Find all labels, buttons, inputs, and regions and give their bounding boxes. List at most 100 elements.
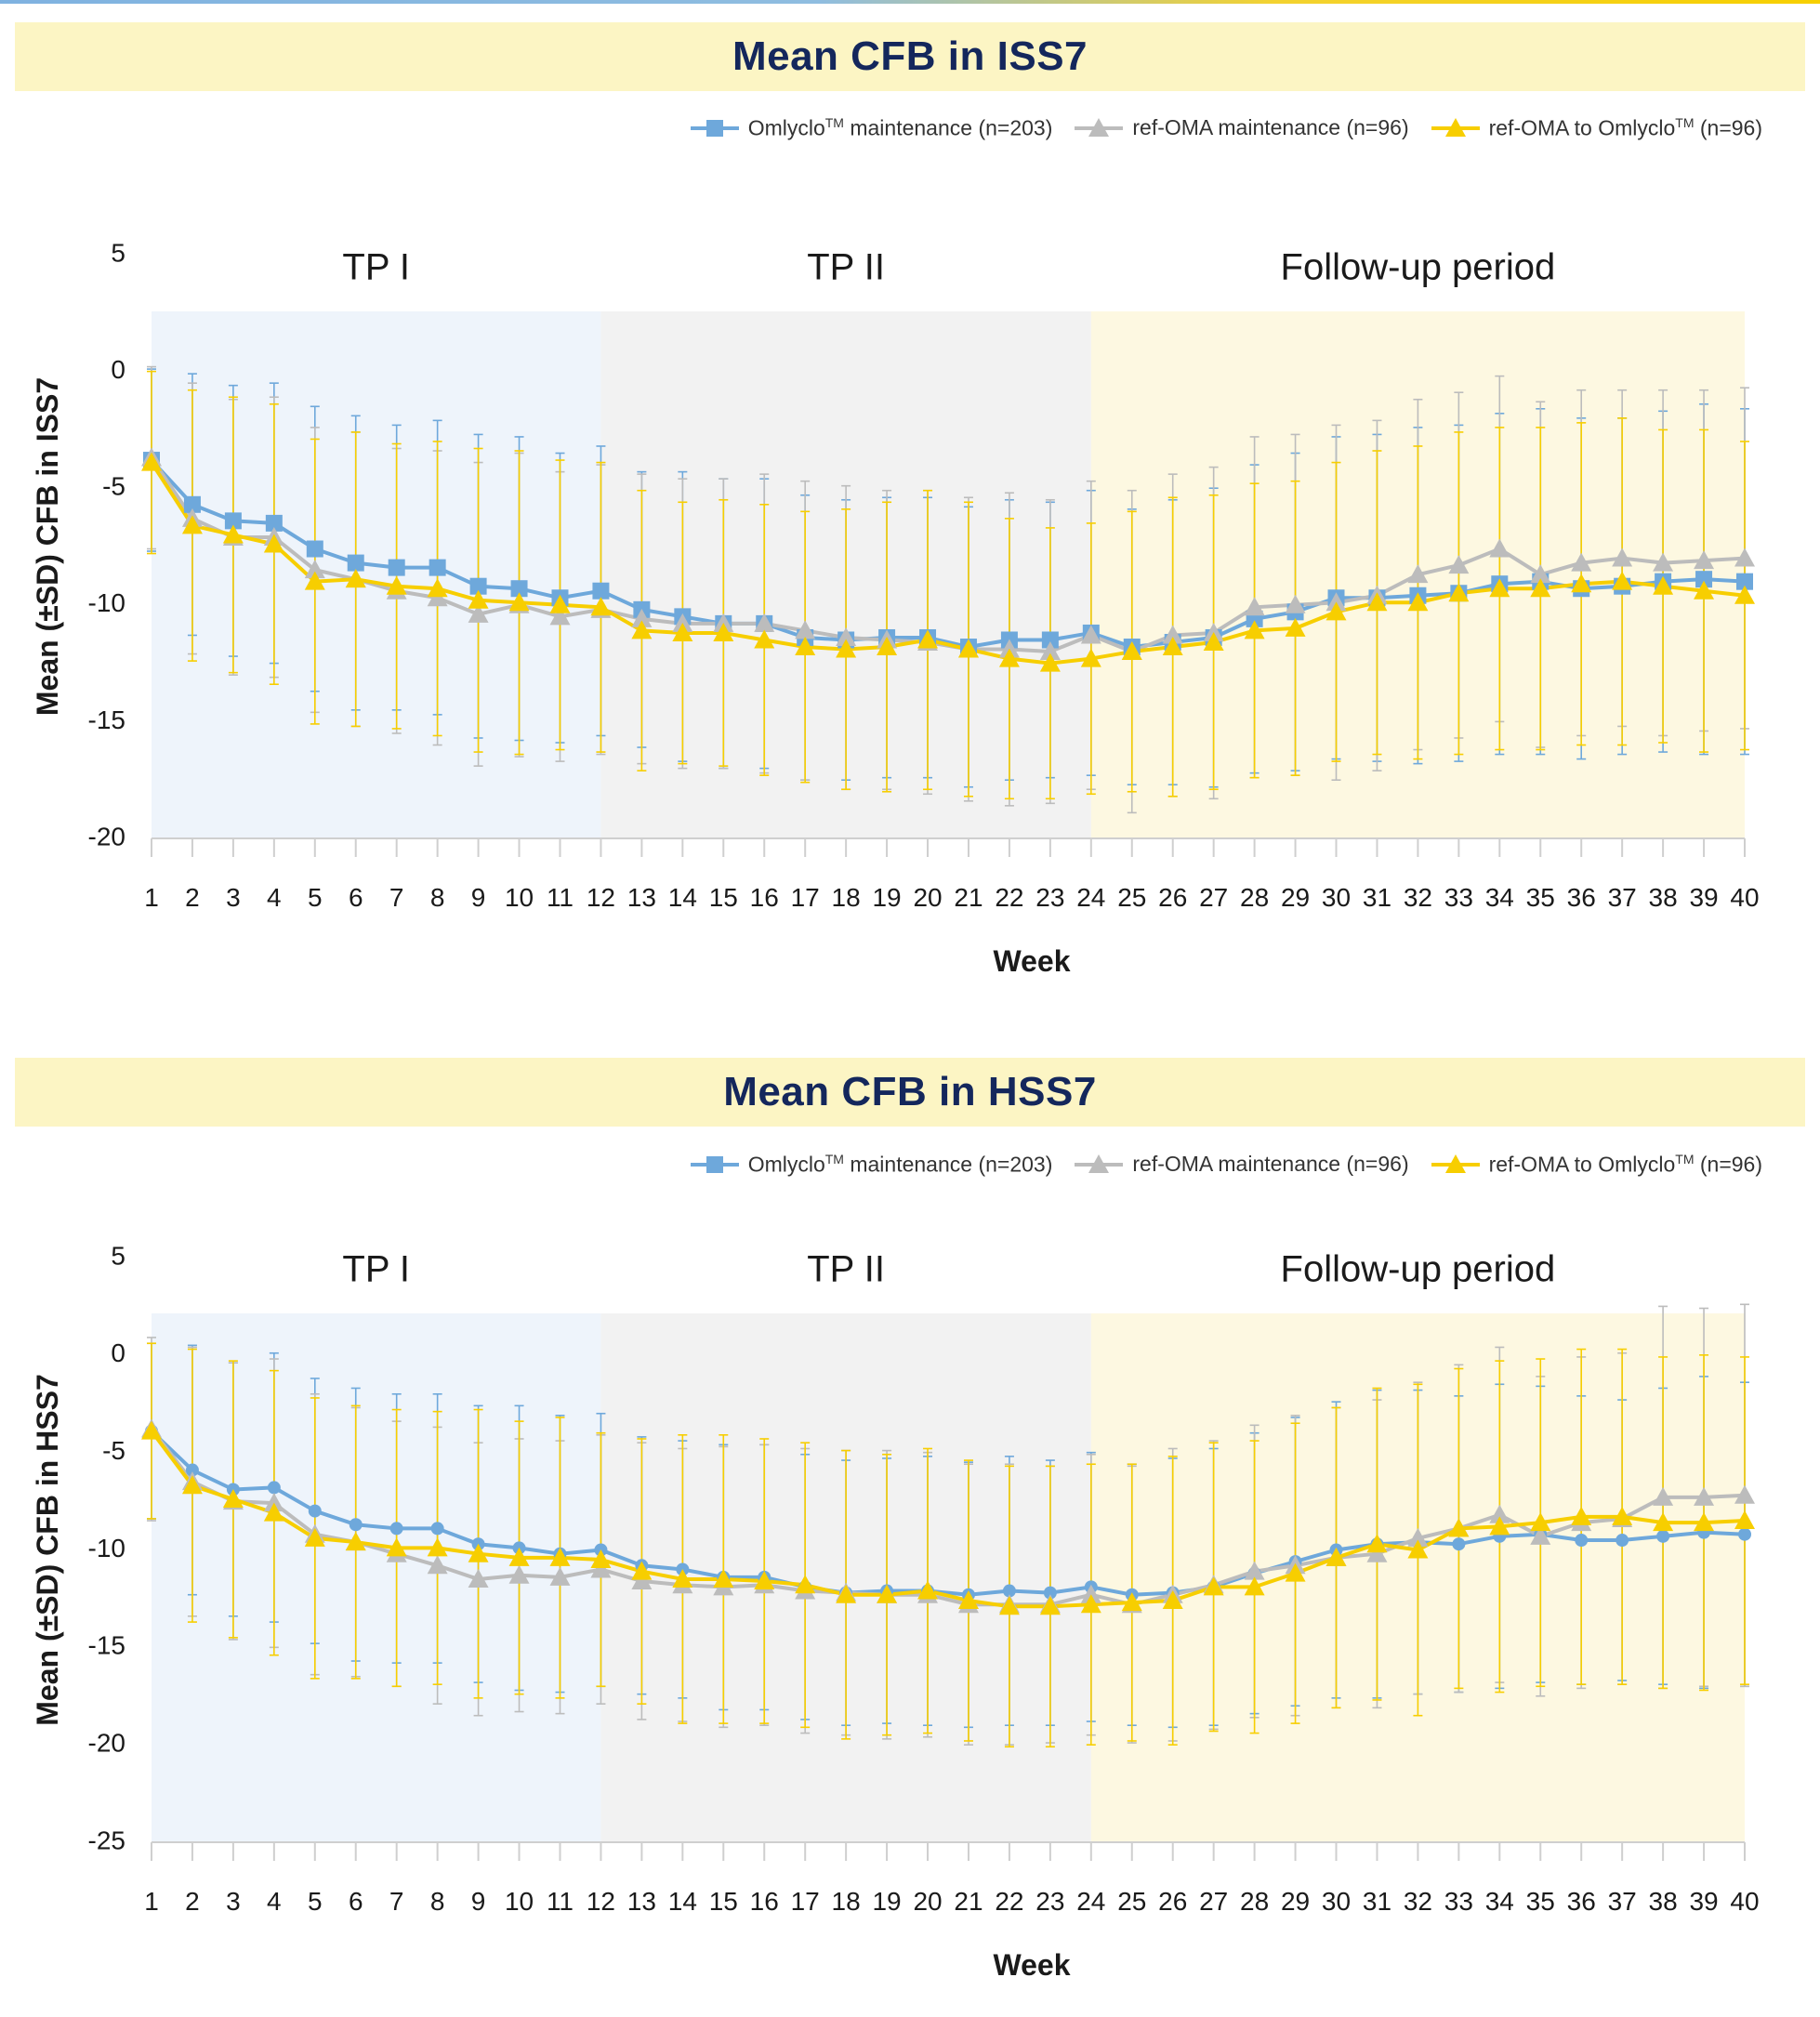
x-tick-label: 10 — [505, 883, 534, 912]
y-tick-label: 0 — [111, 1338, 125, 1367]
data-point-switch — [468, 589, 489, 609]
data-point-refoma — [1080, 1584, 1101, 1603]
x-tick-label: 22 — [995, 1887, 1023, 1916]
data-point-switch — [672, 1568, 693, 1588]
data-point-switch — [795, 637, 816, 656]
data-point-switch — [1121, 1592, 1142, 1612]
top-accent-line — [0, 0, 1820, 4]
data-point-omlyclo — [1695, 571, 1713, 588]
data-point-omlyclo — [1656, 1529, 1670, 1543]
y-tick-label: -5 — [102, 472, 125, 501]
x-tick-label: 37 — [1608, 883, 1637, 912]
x-axis-title: Week — [993, 944, 1070, 978]
x-tick-label: 36 — [1567, 883, 1596, 912]
data-point-switch — [427, 578, 448, 598]
data-point-switch — [1366, 1534, 1388, 1553]
data-point-refoma — [795, 620, 816, 639]
data-point-switch — [877, 637, 898, 656]
data-point-omlyclo — [1575, 1534, 1589, 1548]
data-point-switch — [877, 1584, 898, 1603]
data-point-switch — [998, 648, 1020, 667]
y-tick-label: -15 — [88, 705, 125, 734]
x-tick-label: 20 — [913, 1887, 942, 1916]
x-tick-label: 17 — [791, 1887, 820, 1916]
x-tick-label: 25 — [1117, 883, 1146, 912]
data-point-switch — [1244, 620, 1265, 639]
data-point-refoma — [1244, 1561, 1265, 1580]
y-tick-label: -5 — [102, 1436, 125, 1465]
data-point-omlyclo — [267, 1481, 281, 1495]
data-point-switch — [1734, 585, 1755, 604]
x-tick-label: 9 — [471, 1887, 486, 1916]
x-tick-label: 36 — [1567, 1887, 1596, 1916]
data-point-refoma — [1448, 555, 1470, 574]
x-tick-label: 40 — [1730, 1887, 1759, 1916]
data-point-refoma — [1080, 625, 1101, 644]
hss7-title-banner: Mean CFB in HSS7 — [15, 1058, 1805, 1127]
x-tick-label: 40 — [1730, 883, 1759, 912]
x-tick-label: 26 — [1158, 1887, 1187, 1916]
data-point-switch — [1448, 1518, 1470, 1537]
x-tick-label: 27 — [1199, 883, 1228, 912]
data-point-omlyclo — [183, 495, 201, 513]
data-point-switch — [1203, 1576, 1224, 1596]
data-point-switch — [754, 629, 775, 649]
data-point-switch — [1203, 631, 1224, 651]
data-point-switch — [754, 1571, 775, 1590]
x-tick-label: 24 — [1076, 883, 1105, 912]
period-label: TP I — [342, 1249, 410, 1290]
data-point-switch — [141, 1420, 162, 1440]
data-point-refoma — [1694, 1486, 1715, 1506]
legend-label-omlyclo: OmlycloTM maintenance (n=203) — [747, 115, 1053, 140]
data-point-switch — [1694, 1512, 1715, 1532]
data-point-refoma — [1203, 622, 1224, 641]
data-point-refoma — [631, 1571, 653, 1590]
data-point-refoma — [263, 1493, 284, 1512]
x-tick-label: 18 — [832, 1887, 861, 1916]
series-line-omlyclo — [150, 458, 1746, 650]
legend-triangle-marker-icon — [1075, 1154, 1124, 1173]
x-tick-label: 3 — [226, 883, 241, 912]
data-point-switch — [998, 1596, 1020, 1615]
x-tick-label: 17 — [791, 883, 820, 912]
legend-item-switch: ref-OMA to OmlycloTM (n=96) — [1430, 115, 1762, 141]
data-point-switch — [631, 620, 653, 639]
data-point-switch — [1121, 641, 1142, 661]
data-point-refoma — [1325, 592, 1347, 612]
data-point-switch — [1325, 1547, 1347, 1566]
legend-triangle-marker-icon — [1431, 117, 1480, 137]
x-tick-label: 33 — [1444, 1887, 1473, 1916]
data-point-omlyclo — [1002, 1584, 1016, 1598]
data-point-refoma — [631, 608, 653, 627]
data-point-omlyclo — [1043, 1586, 1057, 1600]
data-point-switch — [549, 1547, 571, 1566]
x-tick-label: 14 — [668, 883, 697, 912]
x-tick-label: 5 — [308, 1887, 323, 1916]
legend-label-switch: ref-OMA to OmlycloTM (n=96) — [1488, 115, 1762, 140]
legend-square-marker-icon — [690, 119, 739, 137]
data-point-refoma — [304, 560, 325, 579]
data-point-switch — [1407, 592, 1429, 612]
x-axis-title: Week — [993, 1948, 1070, 1982]
data-point-switch — [957, 1590, 979, 1610]
period-label: TP I — [342, 247, 410, 288]
data-point-switch — [181, 1475, 203, 1495]
data-point-omlyclo — [265, 514, 283, 532]
y-tick-label: -20 — [88, 822, 125, 850]
x-tick-label: 21 — [954, 1887, 983, 1916]
data-point-omlyclo — [389, 1522, 403, 1536]
data-point-switch — [1530, 578, 1551, 598]
x-tick-label: 34 — [1485, 883, 1514, 912]
data-point-omlyclo — [1616, 1534, 1629, 1548]
data-point-switch — [672, 622, 693, 641]
x-tick-label: 31 — [1363, 883, 1391, 912]
x-tick-label: 4 — [267, 1887, 282, 1916]
data-point-refoma — [1571, 552, 1592, 572]
x-tick-label: 14 — [668, 1887, 697, 1916]
data-point-switch — [1039, 1596, 1061, 1615]
data-point-omlyclo — [592, 582, 610, 600]
data-point-omlyclo — [388, 559, 405, 576]
x-tick-label: 34 — [1485, 1887, 1514, 1916]
data-point-refoma — [1612, 547, 1633, 567]
